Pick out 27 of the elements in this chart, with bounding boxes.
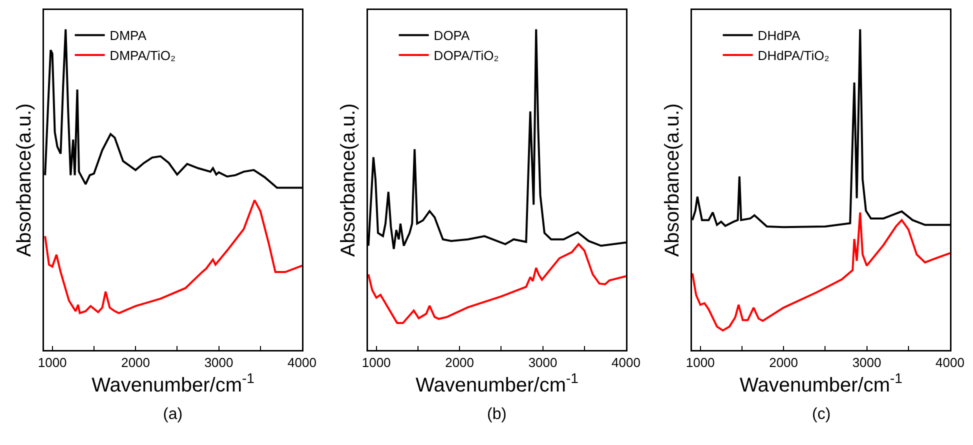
text: (a) bbox=[163, 406, 183, 423]
y-axis-title: Absorbance(a.u.) bbox=[13, 103, 36, 257]
x-tick-label: 3000 bbox=[204, 355, 234, 370]
x-tick-label: 1000 bbox=[362, 355, 391, 370]
x-axis-title: Wavenumber/cm$^{-1}$ bbox=[740, 370, 903, 396]
y-axis-title: Absorbance(a.u.) bbox=[337, 103, 360, 257]
x-tick-label: 4000 bbox=[612, 355, 640, 370]
x-tick-label: 1000 bbox=[38, 355, 67, 370]
x-tick-label: 3000 bbox=[528, 355, 558, 370]
legend-label: DOPA bbox=[434, 28, 470, 44]
x-tick-label: 2000 bbox=[769, 355, 798, 370]
legend-label: DMPA/TiO₂ bbox=[110, 48, 176, 64]
x-axis-title: Wavenumber/cm$^{-1}$ bbox=[92, 370, 255, 396]
y-axis-title: Absorbance(a.u.) bbox=[661, 103, 684, 257]
legend-label: DHdPA bbox=[758, 28, 801, 44]
legend-label: DMPA bbox=[110, 28, 147, 44]
x-tick-label: 2000 bbox=[121, 355, 150, 370]
x-axis-title: Wavenumber/cm$^{-1}$ bbox=[416, 370, 579, 396]
x-tick-label: 2000 bbox=[445, 355, 474, 370]
legend-label: DOPA/TiO₂ bbox=[434, 48, 499, 64]
legend-label: DHdPA/TiO₂ bbox=[758, 48, 830, 64]
x-tick-label: 1000 bbox=[686, 355, 715, 370]
x-tick-label: 4000 bbox=[936, 355, 964, 370]
x-tick-label: 3000 bbox=[852, 355, 882, 370]
x-tick-label: 4000 bbox=[288, 355, 316, 370]
text: (b) bbox=[487, 406, 507, 423]
text: (c) bbox=[812, 406, 831, 423]
